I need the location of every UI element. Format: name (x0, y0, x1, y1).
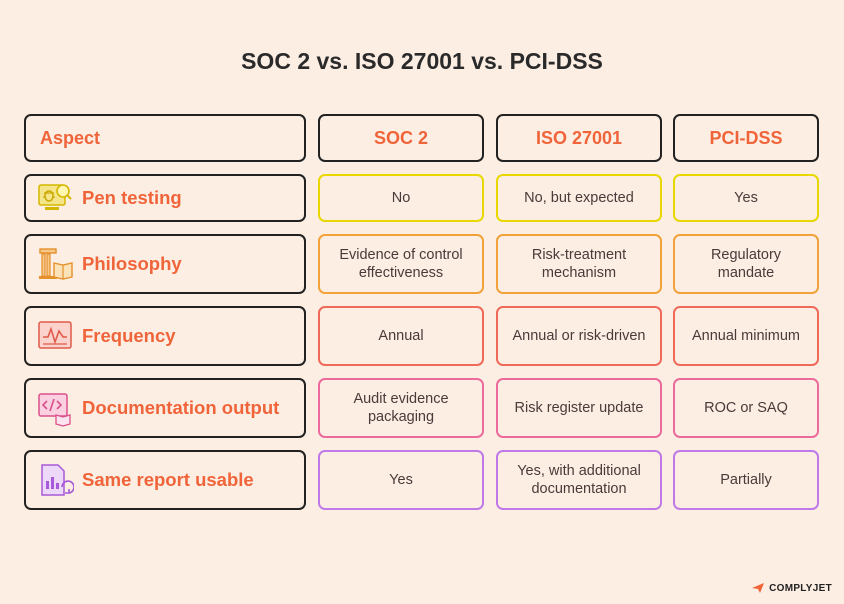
row-frequency-aspect: Frequency (24, 306, 306, 366)
header-pci-label: PCI-DSS (709, 128, 783, 148)
row-philosophy-soc2-value: Evidence of control effectiveness (339, 247, 463, 281)
row-frequency-soc2-value: Annual (378, 328, 424, 344)
row-documentation-label: Documentation output (82, 397, 280, 418)
row-same-report-soc2-value: Yes (389, 472, 413, 488)
row-philosophy-aspect: Philosophy (24, 234, 306, 294)
row-pen-testing-soc2-value: No (391, 190, 411, 206)
row-philosophy-iso: Risk-treatment mechanism (496, 234, 662, 294)
header-iso-label: ISO 27001 (535, 128, 623, 148)
row-documentation-pci-value: ROC or SAQ (704, 400, 788, 416)
header-aspect-label: Aspect (40, 128, 101, 148)
header-iso: ISO 27001 (496, 114, 662, 162)
row-frequency-soc2: Annual (318, 306, 484, 366)
header-soc2: SOC 2 (318, 114, 484, 162)
row-same-report-pci: Partially (673, 450, 819, 510)
code-monitor-icon (38, 393, 71, 427)
row-philosophy-pci-value: Regulatory mandate (710, 247, 782, 281)
header-pci: PCI-DSS (673, 114, 819, 162)
row-pen-testing-soc2: No (318, 174, 484, 222)
row-philosophy-soc2: Evidence of control effectiveness (318, 234, 484, 294)
row-pen-testing-pci: Yes (673, 174, 819, 222)
paper-plane-icon (752, 583, 765, 593)
row-philosophy-label: Philosophy (82, 253, 182, 274)
row-pen-testing-iso-value: No, but expected (524, 190, 634, 206)
row-pen-testing-label: Pen testing (82, 187, 182, 208)
brand-logo: COMPLYJET (751, 582, 832, 594)
monitor-graph-icon (38, 321, 72, 349)
pillar-book-icon (39, 248, 73, 280)
row-same-report-label: Same report usable (82, 469, 254, 490)
row-pen-testing-iso: No, but expected (496, 174, 662, 222)
row-documentation-aspect: Documentation output (24, 378, 306, 438)
row-documentation-pci: ROC or SAQ (673, 378, 819, 438)
row-frequency-iso: Annual or risk-driven (496, 306, 662, 366)
row-frequency-pci-value: Annual minimum (692, 328, 800, 344)
header-aspect: Aspect (24, 114, 306, 162)
row-pen-testing-pci-value: Yes (734, 190, 758, 206)
brand-name: COMPLYJET (769, 582, 832, 594)
report-refresh-icon (41, 464, 74, 496)
row-pen-testing-aspect: Pen testing (24, 174, 306, 222)
row-philosophy-iso-value: Risk-treatment mechanism (531, 247, 627, 281)
row-documentation-soc2-value: Audit evidence packaging (353, 391, 449, 425)
header-soc2-label: SOC 2 (373, 128, 429, 148)
row-philosophy-pci: Regulatory mandate (673, 234, 819, 294)
row-same-report-soc2: Yes (318, 450, 484, 510)
row-frequency-iso-value: Annual or risk-driven (512, 328, 646, 344)
row-same-report-pci-value: Partially (720, 472, 772, 488)
row-frequency-label: Frequency (82, 325, 176, 346)
row-documentation-iso-value: Risk register update (514, 400, 644, 416)
row-same-report-iso: Yes, with additional documentation (496, 450, 662, 510)
row-frequency-pci: Annual minimum (673, 306, 819, 366)
row-documentation-iso: Risk register update (496, 378, 662, 438)
bug-magnifier-icon (38, 184, 72, 210)
row-same-report-aspect: Same report usable (24, 450, 306, 510)
row-same-report-iso-value: Yes, with additional documentation (517, 463, 641, 497)
row-documentation-soc2: Audit evidence packaging (318, 378, 484, 438)
page-title: SOC 2 vs. ISO 27001 vs. PCI-DSS (241, 48, 603, 74)
